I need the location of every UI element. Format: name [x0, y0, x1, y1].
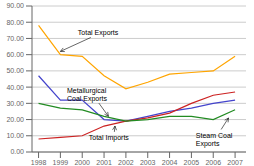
svg-text:Total Exports: Total Exports	[78, 28, 119, 36]
svg-text:30.00: 30.00	[8, 100, 24, 107]
svg-text:50.00: 50.00	[8, 67, 24, 74]
svg-text:20.00: 20.00	[8, 116, 24, 123]
svg-text:Total Imports: Total Imports	[89, 134, 130, 142]
svg-text:60.00: 60.00	[8, 51, 24, 58]
svg-text:40.00: 40.00	[8, 84, 24, 91]
svg-text:2005: 2005	[184, 159, 200, 166]
svg-text:2002: 2002	[118, 159, 134, 166]
svg-text:2007: 2007	[227, 159, 243, 166]
svg-text:80.00: 80.00	[8, 19, 24, 26]
svg-text:1999: 1999	[53, 159, 69, 166]
svg-text:1998: 1998	[31, 159, 47, 166]
svg-text:2004: 2004	[162, 159, 178, 166]
svg-text:2000: 2000	[74, 159, 90, 166]
svg-text:2001: 2001	[96, 159, 112, 166]
svg-text:0.00: 0.00	[10, 148, 24, 155]
svg-text:2003: 2003	[140, 159, 156, 166]
svg-text:Steam CoalExports: Steam CoalExports	[196, 131, 233, 147]
svg-text:10.00: 10.00	[8, 132, 24, 139]
svg-text:70.00: 70.00	[8, 35, 24, 42]
svg-text:2006: 2006	[205, 159, 221, 166]
svg-text:90.00: 90.00	[8, 2, 24, 9]
svg-text:MetallurgicalCoal Exports: MetallurgicalCoal Exports	[67, 86, 108, 102]
